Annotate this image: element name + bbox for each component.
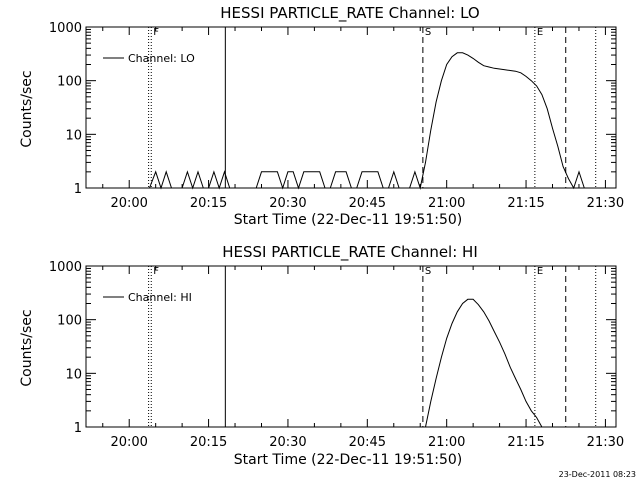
x-tick-label: 21:00 <box>428 196 465 211</box>
chart-title: HESSI PARTICLE_RATE Channel: HI <box>222 243 478 262</box>
y-axis-label: Counts/sec <box>19 309 35 386</box>
y-tick-label: 1 <box>74 182 82 197</box>
x-tick-label: 21:30 <box>587 196 624 211</box>
plot-area: 1 10 100 1000 20:00 20:15 20:30 20:45 21:00 21:15… <box>49 260 624 450</box>
x-tick-label: 21:15 <box>507 435 544 450</box>
y-tick-label: 10 <box>65 128 82 143</box>
plot-area: 1 10 100 1000 20:00 20:15 20:30 20:45 21:00 21:15… <box>49 21 624 211</box>
legend-label: Channel: HI <box>128 291 192 304</box>
panel-hi: HESSI PARTICLE_RATE Channel: HI Start Ti… <box>19 243 624 468</box>
y-tick-label: 10 <box>65 367 82 382</box>
y-tick-label: 1 <box>74 421 82 436</box>
x-tick-label: 20:30 <box>269 196 306 211</box>
x-tick-label: 20:30 <box>269 435 306 450</box>
x-tick-label: 21:30 <box>587 435 624 450</box>
chart-title: HESSI PARTICLE_RATE Channel: LO <box>220 4 479 23</box>
plot-frame <box>85 265 617 428</box>
y-tick-label: 100 <box>57 75 82 90</box>
timestamp: 23-Dec-2011 08:23 <box>559 470 636 479</box>
x-tick-label: 20:45 <box>349 435 386 450</box>
y-tick-label: 100 <box>57 314 82 329</box>
event-marker-label: F <box>153 27 159 38</box>
y-axis-label: Counts/sec <box>19 70 35 147</box>
event-marker-label: E <box>537 27 543 38</box>
x-tick-label: 20:00 <box>110 196 147 211</box>
x-tick-label: 21:15 <box>507 196 544 211</box>
event-marker-label: S <box>425 266 431 277</box>
x-tick-label: 20:00 <box>110 435 147 450</box>
x-tick-label: 20:15 <box>190 435 227 450</box>
y-tick-label: 1000 <box>49 21 82 36</box>
event-marker-label: E <box>537 266 543 277</box>
x-tick-label: 21:00 <box>428 435 465 450</box>
panel-lo: HESSI PARTICLE_RATE Channel: LO Start Ti… <box>19 4 624 228</box>
event-marker-label: F <box>153 266 159 277</box>
series-line <box>149 52 585 190</box>
x-axis-label: Start Time (22-Dec-11 19:51:50) <box>234 452 462 468</box>
event-marker-label: S <box>425 27 431 38</box>
series-line <box>425 298 543 428</box>
legend-label: Channel: LO <box>128 52 195 65</box>
y-tick-label: 1000 <box>49 260 82 275</box>
x-tick-label: 20:45 <box>349 196 386 211</box>
x-axis-label: Start Time (22-Dec-11 19:51:50) <box>234 212 462 228</box>
x-tick-label: 20:15 <box>190 196 227 211</box>
